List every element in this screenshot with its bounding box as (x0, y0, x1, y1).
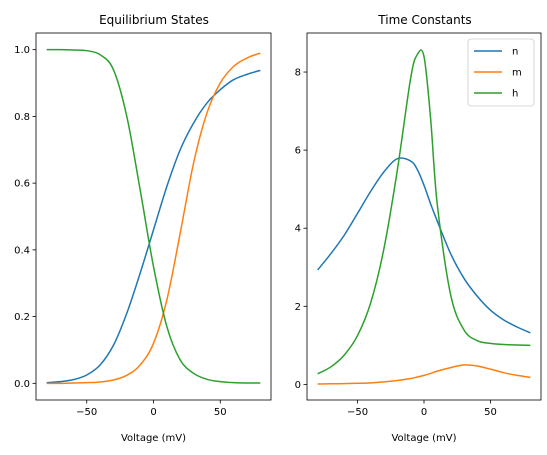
y-tick-label: 6 (295, 146, 301, 157)
series-line-n (317, 157, 531, 334)
x-axis-label: Voltage (mV) (121, 433, 186, 444)
y-tick-label: 8 (295, 68, 301, 79)
legend: nmh (467, 38, 535, 107)
series-lines (317, 49, 531, 385)
legend-label-h: h (512, 89, 518, 100)
y-tick-label: 4 (295, 224, 301, 235)
equilibrium-states-panel: Equilibrium States −50 0 50 0.00.20.40.60.… (14, 13, 272, 444)
chart-title: Equilibrium States (99, 13, 209, 27)
x-tick-label: 0 (150, 407, 156, 418)
x-ticks: −50 0 50 (347, 400, 497, 418)
y-tick-label: 2 (295, 302, 301, 313)
series-line-h (317, 49, 531, 375)
y-ticks: 0 2 4 6 8 (295, 68, 307, 391)
x-axis-label: Voltage (mV) (391, 433, 456, 444)
series-line-series-2 (46, 48, 261, 384)
x-tick-label: 50 (484, 407, 497, 418)
plot-frame (306, 32, 542, 401)
series-line-series-1 (46, 52, 261, 385)
y-tick-label: 0.4 (14, 245, 30, 256)
legend-label-n: n (512, 47, 518, 58)
x-tick-label: −50 (347, 407, 368, 418)
y-tick-label: 0.8 (14, 112, 30, 123)
x-tick-label: 0 (421, 407, 427, 418)
y-tick-label: 0 (295, 380, 301, 391)
series-line-series-0 (46, 69, 261, 384)
y-ticks: 0.0 0.2 0.4 0.6 0.8 1.0 (14, 45, 36, 390)
y-tick-label: 1.0 (14, 45, 30, 56)
series-lines (46, 48, 261, 385)
chart-title: Time Constants (377, 13, 471, 27)
y-tick-label: 0.6 (14, 179, 30, 190)
x-ticks: −50 0 50 (76, 400, 227, 418)
series-line-m (317, 364, 531, 385)
plot-frame (35, 32, 272, 401)
legend-label-m: m (512, 68, 522, 79)
y-tick-label: 0.2 (14, 312, 30, 323)
x-tick-label: −50 (76, 407, 97, 418)
x-tick-label: 50 (214, 407, 227, 418)
time-constants-panel: Time Constants −50 0 50 0 2 4 6 8 Voltage (mV)… (295, 13, 542, 444)
y-tick-label: 0.0 (14, 379, 30, 390)
